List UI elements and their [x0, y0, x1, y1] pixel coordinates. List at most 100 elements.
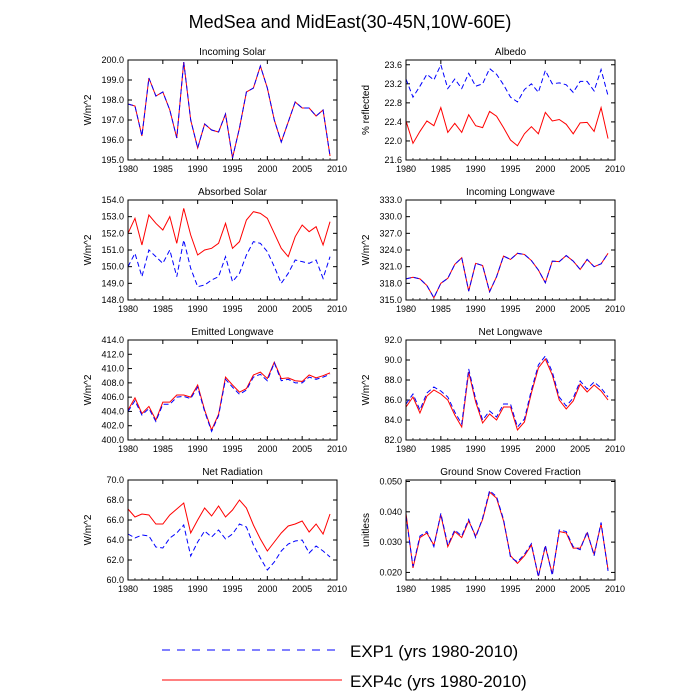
x-tick-label: 2005: [292, 444, 312, 454]
y-tick-label: 86.0: [384, 395, 402, 405]
y-tick-label: 414.0: [101, 335, 124, 345]
x-tick-label: 1995: [500, 584, 520, 594]
y-tick-label: 84.0: [384, 415, 402, 425]
y-tick-label: 151.0: [101, 245, 124, 255]
series-line-exp1: [127, 239, 331, 288]
y-tick-label: 408.0: [101, 378, 124, 388]
x-tick-label: 1980: [118, 164, 138, 174]
y-tick-label: 22.0: [384, 136, 402, 146]
y-tick-label: 23.2: [384, 79, 402, 89]
y-tick-label: 333.0: [379, 195, 402, 205]
y-tick-label: 330.0: [379, 212, 402, 222]
y-tick-label: 150.0: [101, 262, 124, 272]
x-tick-label: 1990: [466, 304, 486, 314]
y-tick-label: 90.0: [384, 355, 402, 365]
y-tick-label: 22.8: [384, 98, 402, 108]
panel-emitted-longwave: Emitted Longwave W/m^2 1980 1985 1990 1995 200…: [83, 327, 347, 454]
panel-title: Incoming Longwave: [466, 187, 555, 198]
plot-frame: [405, 479, 616, 581]
series-line-exp4c: [127, 61, 331, 159]
series-line-exp1: [405, 252, 609, 299]
x-tick-label: 2000: [257, 444, 277, 454]
y-tick-label: 318.0: [379, 278, 402, 288]
x-tick-label: 1980: [396, 584, 416, 594]
x-tick-label: 2010: [327, 164, 347, 174]
series-line-exp4c: [127, 360, 331, 432]
x-tick-label: 1995: [222, 444, 242, 454]
y-axis-label: W/m^2: [83, 374, 94, 405]
y-tick-label: 148.0: [101, 295, 124, 305]
x-tick-label: 1990: [466, 164, 486, 174]
y-tick-label: 406.0: [101, 392, 124, 402]
y-axis-label: W/m^2: [83, 94, 94, 125]
x-tick-label: 1995: [500, 164, 520, 174]
x-tick-label: 1990: [466, 444, 486, 454]
y-tick-label: 92.0: [384, 335, 402, 345]
y-tick-label: 152.0: [101, 228, 124, 238]
panel-title: Absorbed Solar: [198, 187, 268, 198]
x-tick-label: 1990: [466, 584, 486, 594]
y-tick-label: 62.0: [106, 555, 124, 565]
figure-title: MedSea and MidEast(30-45N,10W-60E): [189, 12, 512, 32]
y-tick-label: 0.030: [379, 537, 402, 547]
y-axis-label: W/m^2: [83, 514, 94, 545]
series-line-exp4c: [405, 252, 609, 299]
x-tick-label: 2005: [570, 164, 590, 174]
plot-frame: [127, 199, 338, 301]
series-line-exp1: [127, 361, 331, 433]
series-line-exp1: [405, 489, 609, 578]
x-tick-label: 2010: [327, 444, 347, 454]
y-axis-label: unitless: [361, 513, 372, 547]
series-line-exp1: [127, 523, 331, 571]
x-tick-label: 1980: [396, 444, 416, 454]
y-tick-label: 410.0: [101, 364, 124, 374]
series-line-exp1: [405, 63, 609, 103]
x-tick-label: 1995: [222, 164, 242, 174]
series-line-exp4c: [405, 491, 609, 577]
x-tick-label: 1995: [222, 304, 242, 314]
plot-frame: [127, 59, 338, 161]
panel-absorbed-solar: Absorbed Solar W/m^2 1980 1985 1990 1995 2000 2…: [83, 187, 347, 314]
x-tick-label: 1980: [118, 444, 138, 454]
x-tick-label: 2005: [292, 164, 312, 174]
x-tick-label: 2000: [257, 164, 277, 174]
y-tick-label: 22.4: [384, 117, 402, 127]
x-tick-label: 2010: [605, 444, 625, 454]
x-tick-label: 2000: [535, 444, 555, 454]
series-line-exp4c: [127, 499, 331, 552]
x-tick-label: 1985: [431, 304, 451, 314]
x-tick-label: 2000: [257, 584, 277, 594]
series-line-exp1: [405, 355, 609, 429]
x-tick-label: 1990: [188, 304, 208, 314]
panel-title: Incoming Solar: [199, 47, 266, 58]
x-tick-label: 1980: [396, 304, 416, 314]
x-tick-label: 1980: [396, 164, 416, 174]
y-tick-label: 70.0: [106, 475, 124, 485]
panel-albedo: Albedo % reflected 1980 1985 1990 1995 2000 200…: [361, 47, 625, 174]
x-tick-label: 1990: [188, 584, 208, 594]
y-axis-label: W/m^2: [83, 234, 94, 265]
y-tick-label: 82.0: [384, 435, 402, 445]
panel-title: Net Radiation: [202, 467, 263, 478]
y-tick-label: 60.0: [106, 575, 124, 585]
panel-net-radiation: Net Radiation W/m^2 1980 1985 1990 1995 2000 20…: [83, 467, 347, 594]
panel-title: Ground Snow Covered Fraction: [440, 467, 581, 478]
y-tick-label: 404.0: [101, 406, 124, 416]
x-tick-label: 2005: [292, 304, 312, 314]
x-tick-label: 1985: [153, 584, 173, 594]
panel-incoming-solar: Incoming Solar W/m^2 1980 1985 1990 1995 2000 2…: [83, 47, 347, 174]
y-tick-label: 154.0: [101, 195, 124, 205]
y-axis-label: W/m^2: [361, 374, 372, 405]
series-line-exp4c: [127, 208, 331, 258]
y-tick-label: 197.0: [101, 115, 124, 125]
series-line-exp4c: [405, 105, 609, 147]
y-tick-label: 0.020: [379, 567, 402, 577]
panel-ground-snow-covered-fraction: Ground Snow Covered Fraction unitless 1980…: [361, 467, 625, 594]
series-line-exp4c: [405, 358, 609, 432]
y-tick-label: 66.0: [106, 515, 124, 525]
panel-title: Emitted Longwave: [191, 327, 274, 338]
y-tick-label: 198.0: [101, 95, 124, 105]
y-tick-label: 0.050: [379, 477, 402, 487]
y-tick-label: 324.0: [379, 245, 402, 255]
panel-title: Net Longwave: [479, 327, 543, 338]
